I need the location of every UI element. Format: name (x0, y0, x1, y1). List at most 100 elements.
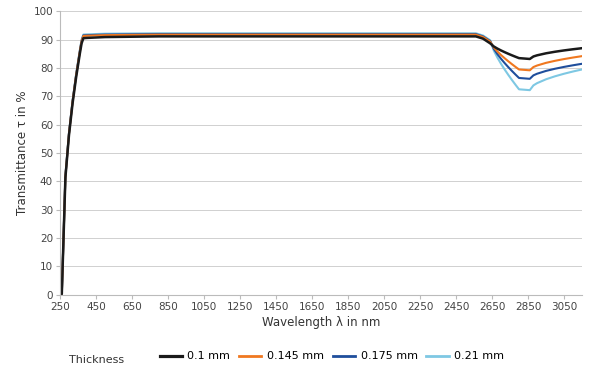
0.1 mm (407, 34, 415, 39)
0.1 mm (523, 56, 530, 61)
0.175 mm (523, 76, 530, 81)
0.145 mm (560, 57, 568, 61)
0.1 mm (101, 35, 109, 39)
0.1 mm (461, 34, 469, 39)
0.175 mm (227, 32, 235, 36)
0.21 mm (569, 69, 577, 74)
0.145 mm (519, 67, 526, 72)
0.145 mm (80, 34, 87, 38)
0.1 mm (83, 36, 91, 40)
0.175 mm (533, 71, 541, 76)
0.175 mm (65, 131, 73, 135)
0.145 mm (523, 68, 530, 72)
0.175 mm (73, 72, 80, 77)
0.145 mm (69, 99, 76, 104)
Line: 0.175 mm: 0.175 mm (60, 34, 582, 294)
0.1 mm (73, 74, 80, 79)
0.145 mm (497, 53, 505, 57)
0.1 mm (62, 175, 69, 180)
0.21 mm (443, 31, 451, 36)
0.175 mm (83, 33, 91, 37)
0.175 mm (58, 292, 65, 296)
0.145 mm (73, 73, 80, 77)
0.1 mm (472, 34, 479, 39)
0.1 mm (560, 48, 568, 53)
0.145 mm (461, 33, 469, 37)
0.21 mm (505, 73, 512, 77)
0.145 mm (472, 33, 479, 37)
0.1 mm (56, 292, 64, 296)
0.1 mm (69, 101, 76, 105)
0.175 mm (80, 33, 87, 38)
0.1 mm (65, 133, 73, 137)
0.175 mm (519, 76, 526, 81)
0.21 mm (526, 88, 533, 93)
0.175 mm (490, 46, 497, 51)
0.1 mm (512, 54, 519, 59)
0.145 mm (299, 33, 307, 37)
Text: Thickness: Thickness (69, 355, 124, 365)
0.175 mm (443, 32, 451, 36)
0.1 mm (78, 41, 85, 46)
0.1 mm (497, 48, 505, 53)
0.1 mm (299, 34, 307, 39)
0.21 mm (487, 38, 494, 43)
0.145 mm (530, 65, 537, 69)
Line: 0.21 mm: 0.21 mm (60, 33, 582, 294)
0.145 mm (551, 59, 559, 63)
0.21 mm (56, 292, 64, 296)
0.21 mm (560, 71, 568, 76)
0.145 mm (533, 63, 541, 68)
0.1 mm (533, 53, 541, 57)
0.175 mm (62, 174, 69, 178)
0.175 mm (299, 32, 307, 36)
0.175 mm (78, 38, 85, 43)
0.21 mm (227, 31, 235, 36)
0.175 mm (155, 32, 163, 36)
0.1 mm (443, 34, 451, 39)
0.1 mm (155, 34, 163, 39)
0.175 mm (501, 61, 508, 65)
0.21 mm (371, 31, 379, 36)
0.175 mm (101, 32, 109, 37)
0.21 mm (299, 31, 307, 36)
0.1 mm (508, 53, 515, 57)
0.145 mm (501, 56, 508, 60)
0.21 mm (155, 31, 163, 36)
0.145 mm (83, 34, 91, 38)
0.21 mm (78, 37, 85, 42)
0.175 mm (512, 72, 519, 77)
0.21 mm (519, 87, 526, 92)
0.145 mm (512, 65, 519, 69)
0.21 mm (523, 88, 530, 92)
0.21 mm (533, 81, 541, 85)
0.1 mm (371, 34, 379, 39)
Y-axis label: Transmittance τ in %: Transmittance τ in % (16, 91, 29, 215)
0.21 mm (73, 71, 80, 76)
0.145 mm (62, 174, 69, 179)
0.1 mm (519, 56, 526, 60)
0.175 mm (479, 34, 487, 39)
0.145 mm (505, 59, 512, 64)
0.21 mm (407, 31, 415, 36)
0.145 mm (487, 39, 494, 44)
0.175 mm (542, 69, 550, 73)
0.21 mm (515, 87, 523, 91)
0.175 mm (494, 52, 501, 56)
0.1 mm (505, 51, 512, 56)
0.175 mm (487, 39, 494, 43)
0.175 mm (551, 67, 559, 71)
0.175 mm (515, 76, 523, 80)
0.1 mm (494, 46, 501, 51)
0.21 mm (65, 130, 73, 135)
0.1 mm (490, 44, 497, 49)
0.21 mm (512, 82, 519, 87)
0.145 mm (443, 33, 451, 37)
0.21 mm (101, 31, 109, 36)
0.21 mm (508, 77, 515, 82)
0.145 mm (569, 55, 577, 60)
0.175 mm (56, 292, 64, 296)
0.21 mm (494, 55, 501, 60)
0.145 mm (155, 33, 163, 37)
0.145 mm (78, 39, 85, 43)
